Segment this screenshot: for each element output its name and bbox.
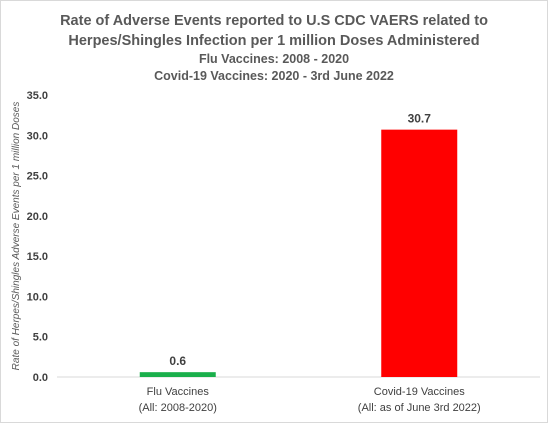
y-tick-label: 10.0 (27, 291, 48, 303)
chart-title-line-2: Herpes/Shingles Infection per 1 million … (68, 33, 479, 49)
x-axis-categories: Flu Vaccines (All: 2008-2020) Covid-19 Vac… (139, 386, 481, 414)
y-tick-label: 30.0 (27, 130, 48, 142)
y-tick-label: 0.0 (33, 372, 48, 384)
category-sublabel: (All: 2008-2020) (139, 402, 217, 414)
chart-subtitle-line-2: Covid-19 Vaccines: 2020 - 3rd June 2022 (154, 69, 394, 83)
chart-title-line-1: Rate of Adverse Events reported to U.S C… (60, 13, 488, 29)
bar (381, 129, 458, 377)
category-sublabel: (All: as of June 3rd 2022) (358, 402, 481, 414)
bar (139, 372, 216, 377)
data-label: 0.6 (169, 354, 186, 368)
data-label: 30.7 (408, 112, 432, 126)
y-tick-label: 5.0 (33, 332, 48, 344)
y-axis-label: Rate of Herpes/Shingles Adverse Events p… (11, 102, 22, 371)
y-tick-label: 35.0 (27, 90, 48, 102)
y-axis-ticks: 35.0 30.0 25.0 20.0 15.0 10.0 5.0 0.0 (27, 90, 48, 384)
y-tick-label: 15.0 (27, 251, 48, 263)
bars (139, 129, 458, 377)
category-label: Flu Vaccines (147, 386, 210, 398)
y-tick-label: 25.0 (27, 171, 48, 183)
y-tick-label: 20.0 (27, 211, 48, 223)
data-labels: 0.6 30.7 (169, 112, 431, 369)
chart-subtitle-line-1: Flu Vaccines: 2008 - 2020 (199, 52, 349, 66)
category-label: Covid-19 Vaccines (374, 386, 465, 398)
